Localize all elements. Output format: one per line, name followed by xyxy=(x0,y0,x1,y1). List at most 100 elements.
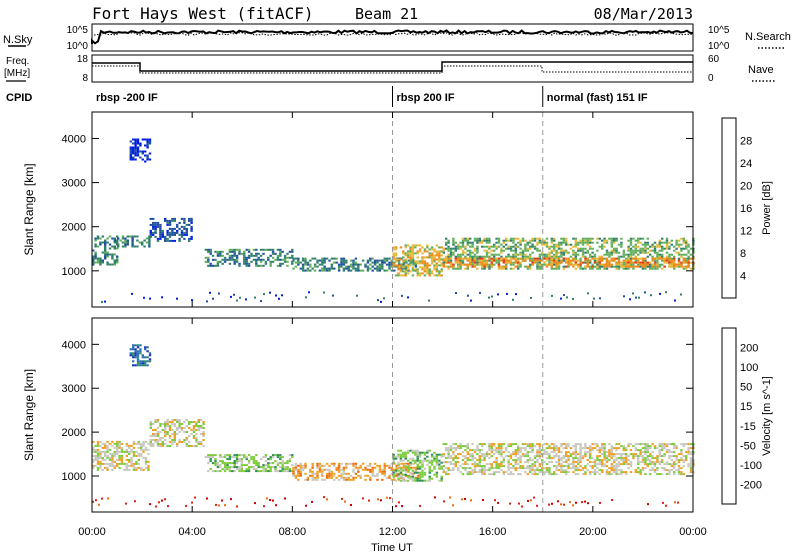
data-cell xyxy=(142,444,145,447)
data-cell xyxy=(519,243,522,246)
data-cell xyxy=(454,245,457,248)
data-cell xyxy=(555,467,558,470)
data-cell xyxy=(191,501,193,504)
data-cell xyxy=(440,274,443,277)
data-cell xyxy=(562,471,565,474)
data-cell xyxy=(416,477,419,480)
data-cell xyxy=(668,469,671,472)
data-cell xyxy=(490,445,493,448)
data-cell xyxy=(644,261,647,264)
data-cell xyxy=(569,255,573,258)
data-cell xyxy=(629,253,633,256)
data-cell xyxy=(228,258,232,261)
data-cell xyxy=(464,469,467,472)
data-cell xyxy=(123,468,126,471)
data-cell xyxy=(164,439,167,441)
data-cell xyxy=(223,454,227,457)
data-cell xyxy=(509,445,513,448)
data-cell xyxy=(108,452,112,455)
data-cell xyxy=(392,473,395,476)
data-cell xyxy=(629,259,633,262)
data-cell xyxy=(591,457,594,460)
data-cell xyxy=(173,433,176,435)
data-cell xyxy=(649,445,652,448)
data-cell xyxy=(166,421,169,423)
data-cell xyxy=(211,470,215,473)
data-cell xyxy=(548,453,551,456)
data-cell xyxy=(209,468,212,471)
data-cell xyxy=(394,455,398,458)
data-cell xyxy=(247,254,251,257)
data-cell xyxy=(596,265,599,268)
data-cell xyxy=(581,249,585,252)
data-cell xyxy=(369,267,372,270)
data-cell xyxy=(529,467,532,470)
nave-tick-top: 60 xyxy=(708,54,720,65)
data-cell xyxy=(392,264,395,267)
data-cell xyxy=(247,262,251,265)
data-cell xyxy=(235,256,239,259)
time-tick-label: 04:00 xyxy=(178,526,206,538)
data-cell xyxy=(548,253,551,256)
data-cell xyxy=(274,470,277,473)
data-cell xyxy=(124,243,127,246)
data-cell xyxy=(204,456,208,459)
data-cell xyxy=(92,259,95,262)
data-cell xyxy=(548,473,551,476)
data-cell xyxy=(685,247,688,250)
data-cell xyxy=(469,257,472,260)
data-cell xyxy=(111,468,114,471)
data-cell xyxy=(126,241,129,244)
data-cell xyxy=(226,252,229,255)
data-cell xyxy=(143,239,146,242)
data-cell xyxy=(505,261,508,264)
cpid-row: rbsp -200 IF rbsp 200 IF normal (fast) 151… xyxy=(96,86,648,107)
data-cell xyxy=(464,245,467,248)
data-cell xyxy=(644,447,647,450)
data-cell xyxy=(230,295,232,298)
data-cell xyxy=(409,477,412,480)
data-cell xyxy=(533,461,537,464)
data-cell xyxy=(550,457,553,460)
data-cell xyxy=(548,457,551,460)
data-cell xyxy=(133,245,137,248)
data-cell xyxy=(541,461,544,464)
data-cell xyxy=(166,419,169,421)
data-cell xyxy=(610,239,613,242)
data-cell xyxy=(135,468,138,471)
data-cell xyxy=(521,455,525,458)
data-cell xyxy=(485,245,489,248)
data-cell xyxy=(409,463,412,466)
data-cell xyxy=(347,269,350,272)
data-cell xyxy=(569,263,573,266)
data-cell xyxy=(416,268,419,271)
data-cell xyxy=(495,259,498,262)
data-cell xyxy=(668,265,671,268)
data-cell xyxy=(183,421,186,423)
data-cell xyxy=(397,449,400,452)
data-cell xyxy=(418,453,422,456)
data-cell xyxy=(233,466,236,469)
data-cell xyxy=(132,442,136,445)
data-cell xyxy=(250,252,253,255)
data-cell xyxy=(680,443,683,446)
data-cell xyxy=(502,459,505,462)
data-cell xyxy=(120,462,124,465)
data-cell xyxy=(221,499,223,502)
data-cell xyxy=(555,265,558,268)
data-cell xyxy=(390,478,394,481)
data-cell xyxy=(223,260,227,263)
data-cell xyxy=(376,267,379,270)
data-cell xyxy=(461,251,465,254)
data-cell xyxy=(281,258,284,261)
data-cell xyxy=(252,468,256,471)
data-cell xyxy=(670,259,673,262)
data-cell xyxy=(577,263,580,266)
data-cell xyxy=(376,472,379,475)
data-cell xyxy=(562,265,565,268)
data-cell xyxy=(543,449,546,452)
data-cell xyxy=(476,449,479,452)
data-cell xyxy=(622,253,625,256)
data-cell xyxy=(577,249,580,252)
data-cell xyxy=(658,265,661,268)
